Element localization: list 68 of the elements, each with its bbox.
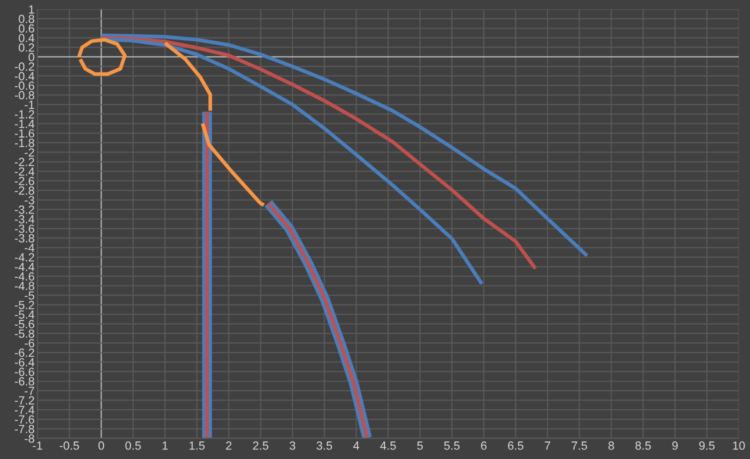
y-tick-label: -4.4 xyxy=(14,262,34,271)
y-tick-label: -2.4 xyxy=(14,167,34,176)
y-tick-label: -7.8 xyxy=(14,424,34,434)
y-tick-label: -6.4 xyxy=(14,358,34,366)
y-tick-label: -4.8 xyxy=(14,282,34,290)
x-tick-label: 2 xyxy=(226,441,232,450)
y-tick-label: -5.4 xyxy=(14,310,34,319)
y-tick-label: 0.8 xyxy=(18,14,34,24)
y-tick-label: -8 xyxy=(24,434,34,443)
y-tick-label: -0.4 xyxy=(14,72,34,80)
y-tick-label: -4.2 xyxy=(14,253,34,262)
y-tick-label: 0 xyxy=(28,52,34,62)
y-tick-label: -6.2 xyxy=(14,348,34,357)
y-tick-label: -5.6 xyxy=(14,320,34,328)
y-tick-label: 0.4 xyxy=(18,34,34,42)
y-tick-label: -3.4 xyxy=(14,215,34,224)
y-tick-label: -2 xyxy=(24,148,34,157)
x-tick-label: -0.5 xyxy=(60,441,80,450)
y-tick-label: -1.8 xyxy=(14,138,34,148)
x-tick-label: 4.5 xyxy=(380,442,396,450)
y-tick-label: -7 xyxy=(24,386,34,395)
x-tick-label: 0 xyxy=(98,441,104,450)
y-tick-label: -3.2 xyxy=(14,205,34,214)
x-tick-label: 7 xyxy=(544,442,550,450)
x-tick-label: 5 xyxy=(417,442,423,450)
x-tick-label: 7.5 xyxy=(572,442,588,450)
x-tick-label: 4 xyxy=(353,442,360,450)
x-tick-label: 3 xyxy=(290,441,296,450)
y-tick-label: -6.8 xyxy=(14,377,34,386)
x-tick-label: 3.5 xyxy=(316,441,332,450)
y-tick-label: -3 xyxy=(24,196,34,204)
y-tick-label: -7.6 xyxy=(14,415,34,424)
x-tick-label: 6 xyxy=(481,441,487,450)
y-tick-label: -5.8 xyxy=(14,329,34,338)
y-tick-label: -2.8 xyxy=(14,186,34,195)
y-tick-label: 0.2 xyxy=(18,43,34,52)
y-tick-label: -0.8 xyxy=(14,91,34,100)
y-tick-label: -5 xyxy=(24,291,34,300)
y-tick-label: -1.4 xyxy=(14,120,34,128)
x-tick-label: 9 xyxy=(672,441,678,450)
y-tick-label: 0.6 xyxy=(18,24,34,33)
x-tick-label: 5.5 xyxy=(444,442,460,450)
y-tick-label: -5.2 xyxy=(14,300,34,310)
x-tick-label: 8 xyxy=(608,441,614,450)
y-tick-label: -7.2 xyxy=(14,396,34,404)
y-tick-label: -0.2 xyxy=(14,62,34,71)
y-tick-label: -6.6 xyxy=(14,368,34,376)
x-tick-label: 2.5 xyxy=(253,441,268,450)
y-tick-label: -0.6 xyxy=(14,82,34,90)
y-tick-label: 1 xyxy=(29,5,34,14)
y-tick-label: -4.6 xyxy=(14,272,34,281)
x-tick-label: 6.5 xyxy=(508,441,524,450)
y-tick-label: -2.6 xyxy=(14,176,34,186)
x-tick-label: 1.5 xyxy=(190,442,205,450)
x-tick-label: 0.5 xyxy=(125,441,141,450)
x-tick-label: 10 xyxy=(733,441,745,450)
x-tick-label: 9.5 xyxy=(699,441,715,450)
y-tick-label: -6 xyxy=(24,339,34,348)
y-tick-label: -7.4 xyxy=(14,406,34,414)
y-tick-label: -3.8 xyxy=(14,234,34,242)
x-tick-label: 1 xyxy=(162,442,168,450)
x-tick-label: 8.5 xyxy=(635,441,651,450)
y-tick-label: -1.2 xyxy=(14,110,34,118)
y-tick-label: -1.6 xyxy=(14,129,34,138)
y-tick-label: -2.2 xyxy=(14,158,34,166)
y-tick-label: -4 xyxy=(24,244,34,252)
y-tick-label: -3.6 xyxy=(14,224,34,233)
y-tick-label: -1 xyxy=(24,100,34,109)
